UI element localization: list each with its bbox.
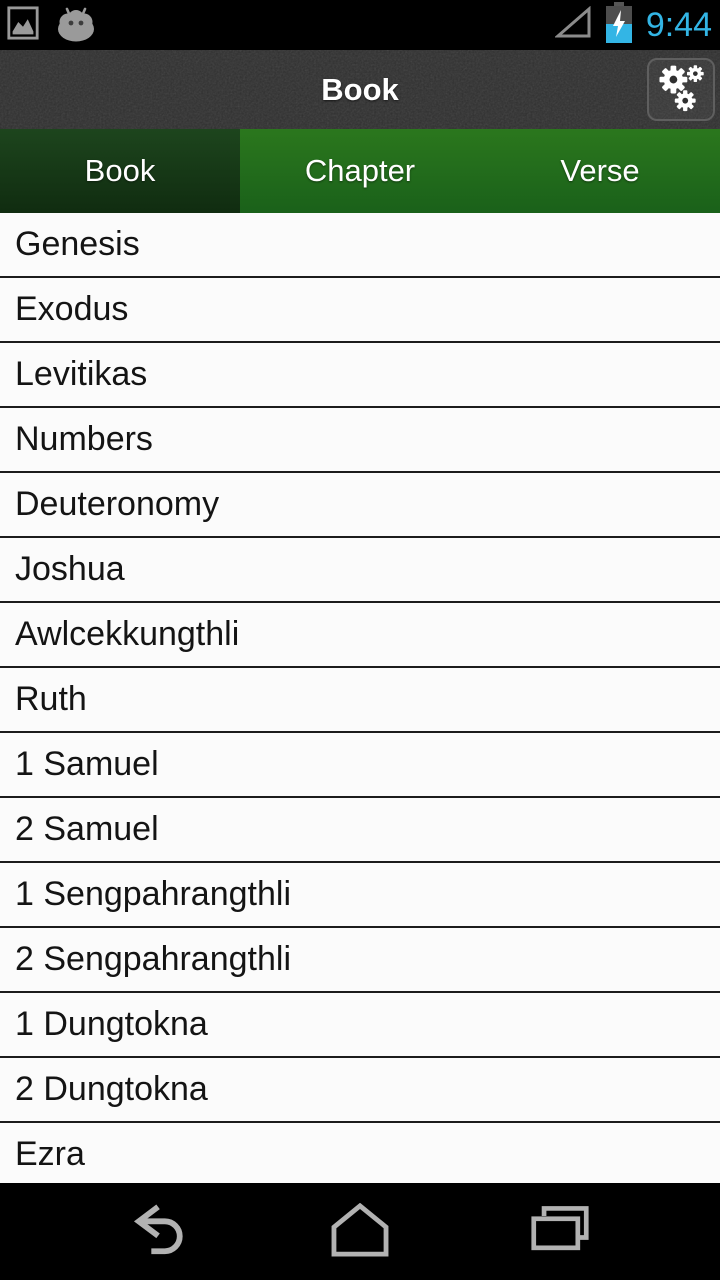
home-button[interactable] [328, 1202, 392, 1262]
navigation-bar [0, 1183, 720, 1280]
tab-chapter[interactable]: Chapter [240, 129, 480, 213]
tab-book[interactable]: Book [0, 129, 240, 213]
status-bar: 9:44 [0, 0, 720, 50]
list-item[interactable]: 1 Dungtokna [0, 993, 720, 1058]
list-item[interactable]: Numbers [0, 408, 720, 473]
status-bar-left [6, 4, 99, 47]
list-item[interactable]: Genesis [0, 213, 720, 278]
home-icon [329, 1202, 391, 1260]
recents-icon [530, 1205, 590, 1258]
list-item[interactable]: Deuteronomy [0, 473, 720, 538]
clock: 9:44 [645, 6, 712, 44]
app-header: Book [0, 50, 720, 129]
list-item[interactable]: Ezra [0, 1123, 720, 1183]
list-item[interactable]: Exodus [0, 278, 720, 343]
list-item[interactable]: Awlcekkungthli [0, 603, 720, 668]
gears-icon [653, 61, 709, 118]
recents-button[interactable] [528, 1202, 592, 1262]
android-icon [53, 4, 99, 47]
battery-charging-icon [605, 1, 633, 49]
screenshot-icon [6, 5, 40, 46]
list-item[interactable]: 2 Dungtokna [0, 1058, 720, 1123]
book-list: Genesis Exodus Levitikas Numbers Deuteronomy… [0, 213, 720, 1183]
tab-bar: Book Chapter Verse [0, 129, 720, 213]
list-item[interactable]: 1 Samuel [0, 733, 720, 798]
list-item[interactable]: 2 Samuel [0, 798, 720, 863]
list-item[interactable]: Joshua [0, 538, 720, 603]
back-button[interactable] [128, 1202, 192, 1262]
status-bar-right: 9:44 [553, 0, 714, 50]
page-title: Book [321, 71, 399, 107]
list-item[interactable]: 2 Sengpahrangthli [0, 928, 720, 993]
list-item[interactable]: Ruth [0, 668, 720, 733]
back-icon [129, 1203, 191, 1260]
settings-button[interactable] [647, 58, 715, 121]
list-item[interactable]: 1 Sengpahrangthli [0, 863, 720, 928]
list-item[interactable]: Levitikas [0, 343, 720, 408]
header-texture [0, 50, 720, 129]
tab-verse[interactable]: Verse [480, 129, 720, 213]
signal-strength-icon [553, 5, 592, 44]
